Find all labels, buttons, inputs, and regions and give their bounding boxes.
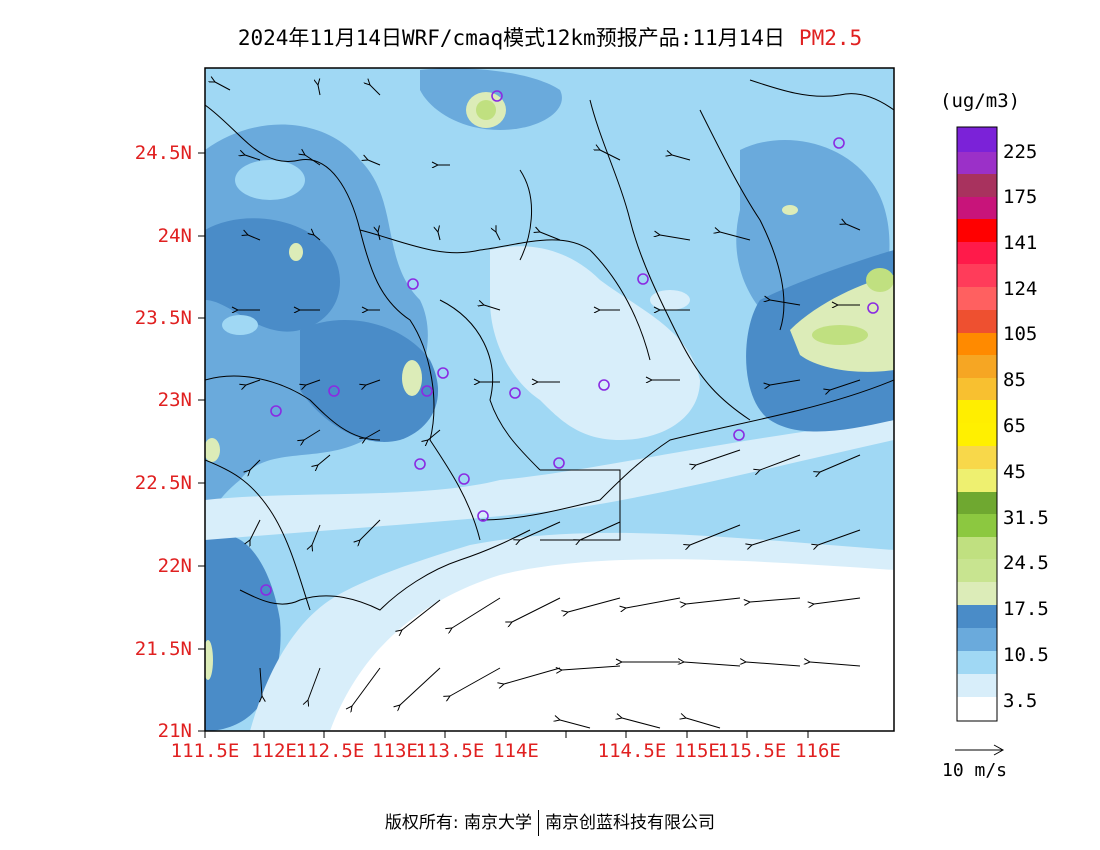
- colorbar: [956, 126, 998, 722]
- axis-ticks: [198, 152, 809, 738]
- lat-label: 21N: [157, 720, 192, 742]
- lon-label: 113E: [372, 740, 418, 762]
- title-pollutant: PM2.5: [798, 26, 863, 50]
- legend-label: 175: [1003, 186, 1038, 208]
- lat-label: 24.5N: [134, 142, 192, 164]
- legend-label: 105: [1003, 323, 1038, 345]
- map-title: 2024年11月14日WRF/cmaq模式12km预报产品:11月14日 PM2.…: [0, 22, 1100, 52]
- legend-label: 45: [1003, 461, 1026, 483]
- legend-label: 24.5: [1003, 552, 1049, 574]
- vector-reference-label: 10 m/s: [942, 760, 1008, 781]
- lon-label: 111.5E: [170, 740, 240, 762]
- legend-label: 124: [1003, 278, 1038, 300]
- footer-right: 南京创蓝科技有限公司: [545, 813, 716, 833]
- lat-label: 23.5N: [134, 307, 192, 329]
- title-main: 2024年11月14日WRF/cmaq模式12km预报产品:11月14日: [237, 26, 785, 50]
- legend-label: 3.5: [1003, 690, 1038, 712]
- lat-label: 22.5N: [134, 472, 192, 494]
- legend-label: 141: [1003, 232, 1038, 254]
- legend-label: 65: [1003, 415, 1026, 437]
- wind-vectors: [215, 82, 861, 729]
- vector-reference-arrow: [955, 744, 1005, 756]
- footer-separator: [538, 810, 540, 836]
- lon-label: 114.5E: [597, 740, 667, 762]
- lat-label: 21.5N: [134, 638, 192, 660]
- monitoring-stations: [260, 90, 879, 596]
- boundary-lines: [205, 79, 894, 611]
- lon-label: 115E: [674, 740, 720, 762]
- lon-label: 116E: [795, 740, 841, 762]
- footer-left: 版权所有: 南京大学: [384, 813, 533, 833]
- lat-label: 22N: [157, 555, 192, 577]
- concentration-field: [205, 68, 894, 731]
- legend-label: 10.5: [1003, 644, 1049, 666]
- legend-label: 85: [1003, 369, 1026, 391]
- legend-label: 31.5: [1003, 507, 1049, 529]
- legend-label: 225: [1003, 141, 1038, 163]
- lon-label: 112.5E: [295, 740, 365, 762]
- lon-label: 115.5E: [717, 740, 787, 762]
- legend-label: 17.5: [1003, 598, 1049, 620]
- copyright-footer: 版权所有: 南京大学 南京创蓝科技有限公司: [0, 808, 1100, 836]
- lon-label: 113.5E: [415, 740, 485, 762]
- lat-label: 24N: [157, 225, 192, 247]
- lon-label: 114E: [493, 740, 539, 762]
- lat-label: 23N: [157, 389, 192, 411]
- lon-label: 112E: [251, 740, 297, 762]
- legend-units: (ug/m3): [940, 90, 1021, 112]
